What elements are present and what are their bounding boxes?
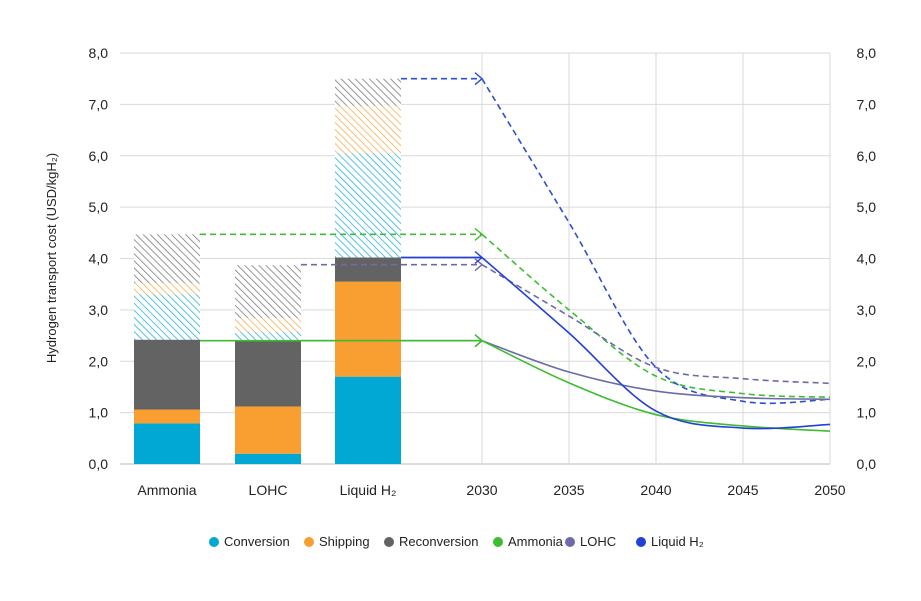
x-tick-year: 2045	[727, 482, 758, 498]
bar-segment-conversion-hatched	[235, 331, 301, 341]
line-ammonia-dashed	[481, 233, 831, 399]
y-tick-right: 2,0	[857, 353, 877, 369]
x-tick-category: Ammonia	[137, 482, 196, 498]
legend-label: Conversion	[224, 534, 290, 549]
legend-label: Reconversion	[399, 534, 479, 549]
y-tick-left: 8,0	[89, 45, 109, 61]
legend-label: Shipping	[319, 534, 370, 549]
x-tick-year: 2030	[466, 482, 497, 498]
x-tick-category: LOHC	[249, 482, 288, 498]
bar-segment-reconversion	[335, 257, 401, 282]
bar-segment-reconversion-hatched	[235, 265, 301, 319]
y-tick-left: 3,0	[89, 302, 109, 318]
legend: Conversion Shipping Reconversion Ammonia LOH…	[209, 534, 704, 549]
y-tick-left: 2,0	[89, 353, 109, 369]
legend-marker	[304, 537, 314, 547]
axes: 0,0 0,0 1,0 1,0 2,0 2,0 3,0 3,0 4,0 4,0 5,0 5,0 6,0 6…	[89, 45, 877, 498]
bar-segment-shipping-hatched	[235, 318, 301, 332]
bar-segment-shipping	[335, 281, 401, 377]
x-tick-year: 2050	[814, 482, 845, 498]
bar-segment-shipping	[134, 409, 200, 424]
y-tick-left: 4,0	[89, 251, 109, 267]
bar-segment-conversion	[335, 376, 401, 464]
y-tick-left: 0,0	[89, 456, 109, 472]
y-tick-right: 0,0	[857, 456, 877, 472]
bar-segment-reconversion-hatched	[134, 234, 200, 284]
gridlines	[120, 52, 831, 465]
legend-marker	[209, 537, 219, 547]
line-lohc-dashed	[481, 263, 831, 385]
line-liquidh-dashed	[481, 78, 831, 405]
bar-segment-reconversion	[134, 339, 200, 410]
bar-segment-shipping-hatched	[335, 105, 401, 154]
legend-marker	[636, 537, 646, 547]
x-tick-year: 2040	[640, 482, 671, 498]
bar-segment-reconversion	[235, 340, 301, 407]
arrow-icon	[474, 227, 484, 241]
legend-marker	[493, 537, 503, 547]
bar-segment-conversion	[235, 453, 301, 464]
x-tick-category: Liquid H₂	[340, 482, 397, 498]
y-tick-left: 5,0	[89, 199, 109, 215]
bar-segment-shipping-hatched	[134, 283, 200, 295]
y-tick-right: 3,0	[857, 302, 877, 318]
y-tick-right: 7,0	[857, 96, 877, 112]
line-liquidh-solid	[481, 256, 831, 430]
y-tick-right: 5,0	[857, 199, 877, 215]
y-tick-left: 1,0	[89, 405, 109, 421]
line-lohc-solid	[481, 339, 831, 401]
x-tick-year: 2035	[553, 482, 584, 498]
stacked-bars	[134, 78, 401, 464]
cost-lines	[200, 72, 831, 432]
y-tick-left: 6,0	[89, 148, 109, 164]
legend-label: LOHC	[580, 534, 616, 549]
y-axis-label: Hydrogen transport cost (USD/kgH₂)	[44, 153, 59, 363]
legend-label: Liquid H₂	[651, 534, 704, 549]
bar-segment-conversion-hatched	[335, 153, 401, 258]
legend-marker	[565, 537, 575, 547]
legend-marker	[384, 537, 394, 547]
y-tick-right: 4,0	[857, 251, 877, 267]
legend-label: Ammonia	[508, 534, 564, 549]
y-tick-right: 6,0	[857, 148, 877, 164]
y-tick-right: 1,0	[857, 405, 877, 421]
y-tick-right: 8,0	[857, 45, 877, 61]
y-tick-left: 7,0	[89, 96, 109, 112]
bar-segment-reconversion-hatched	[335, 78, 401, 106]
bar-segment-conversion	[134, 423, 200, 464]
bar-segment-conversion-hatched	[134, 294, 200, 340]
bar-segment-shipping	[235, 406, 301, 454]
